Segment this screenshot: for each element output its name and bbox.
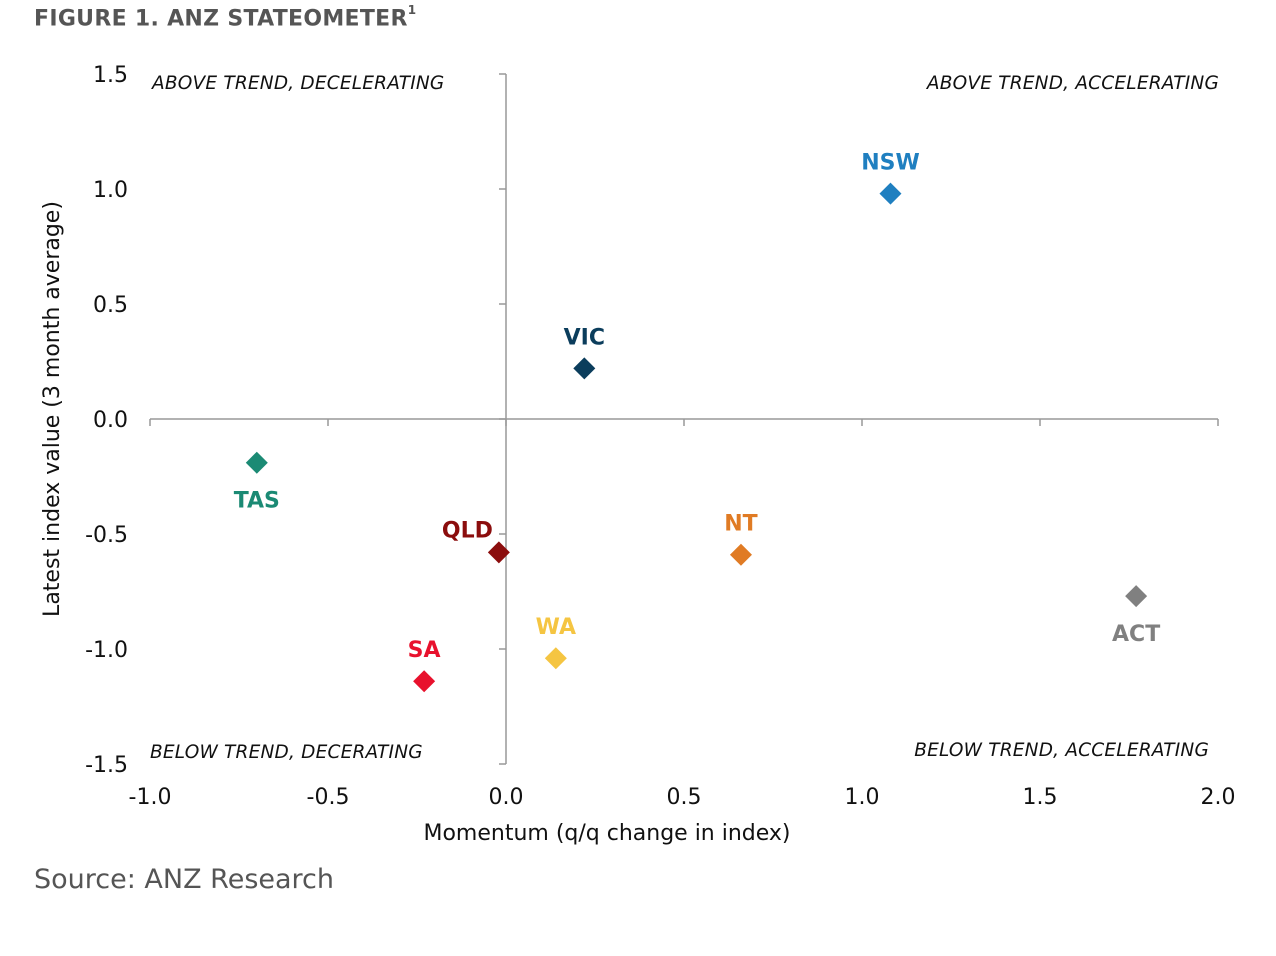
diamond-marker (544, 647, 567, 670)
data-point-nsw: NSW (861, 151, 920, 205)
x-tick-label: 2.0 (1201, 785, 1236, 810)
y-axis-label: Latest index value (3 month average) (40, 201, 65, 617)
y-tick-label: 1.5 (93, 63, 128, 88)
data-point-nt: NT (724, 512, 758, 566)
y-tick-label: 0.5 (93, 293, 128, 318)
data-point-sa: SA (408, 638, 441, 693)
diamond-marker (729, 543, 752, 566)
data-point-act: ACT (1112, 585, 1160, 647)
data-point-wa: WA (536, 615, 576, 670)
x-tick-label: -1.0 (129, 785, 172, 810)
y-tick-label: 1.0 (93, 178, 128, 203)
diamond-marker (1125, 585, 1148, 608)
data-label: NSW (861, 151, 920, 176)
x-axis-label: Momentum (q/q change in index) (423, 821, 790, 846)
x-tick-label: 1.0 (845, 785, 880, 810)
data-label: SA (408, 638, 441, 663)
quadrant-label-bottom-right: BELOW TREND, ACCELERATING (914, 740, 1209, 761)
quadrant-label-bottom-left: BELOW TREND, DECERATING (150, 742, 423, 763)
diamond-marker (573, 357, 596, 380)
quadrant-label-top-right: ABOVE TREND, ACCELERATING (926, 73, 1219, 94)
data-label: ACT (1112, 622, 1160, 647)
x-tick-label: -0.5 (307, 785, 350, 810)
diamond-marker (413, 670, 436, 693)
chart-axes: -1.0 -0.5 0.0 0.5 1.0 1.5 2.0 1.5 1.0 0.5 0.0 -0.5 -… (85, 63, 1235, 810)
figure-title-superscript: 1 (407, 3, 417, 17)
data-point-vic: VIC (564, 325, 605, 380)
x-tick-label: 0.5 (667, 785, 702, 810)
quadrant-labels: ABOVE TREND, DECELERATING ABOVE TREND, A… (150, 73, 1219, 763)
data-label: WA (536, 615, 576, 640)
quadrant-label-top-left: ABOVE TREND, DECELERATING (151, 73, 444, 94)
source-note: Source: ANZ Research (34, 864, 335, 895)
y-tick-label: -1.5 (85, 753, 128, 778)
data-points: NSW VIC TAS QLD NT ACT WA SA (234, 151, 1160, 693)
x-tick-label: 0.0 (489, 785, 524, 810)
figure-title-text: FIGURE 1. ANZ STATEOMETER (34, 6, 408, 32)
diamond-marker (487, 541, 510, 564)
data-point-tas: TAS (234, 451, 280, 514)
diamond-marker (879, 182, 902, 205)
data-label: VIC (564, 325, 605, 350)
data-label: TAS (234, 489, 280, 514)
diamond-marker (245, 451, 268, 474)
y-tick-label: 0.0 (93, 408, 128, 433)
figure-title: FIGURE 1. ANZ STATEOMETER1 (34, 3, 417, 32)
data-label: NT (724, 512, 757, 537)
y-tick-label: -1.0 (85, 638, 128, 663)
data-point-qld: QLD (442, 518, 510, 564)
data-label: QLD (442, 518, 493, 543)
y-tick-label: -0.5 (85, 523, 128, 548)
x-tick-label: 1.5 (1023, 785, 1058, 810)
